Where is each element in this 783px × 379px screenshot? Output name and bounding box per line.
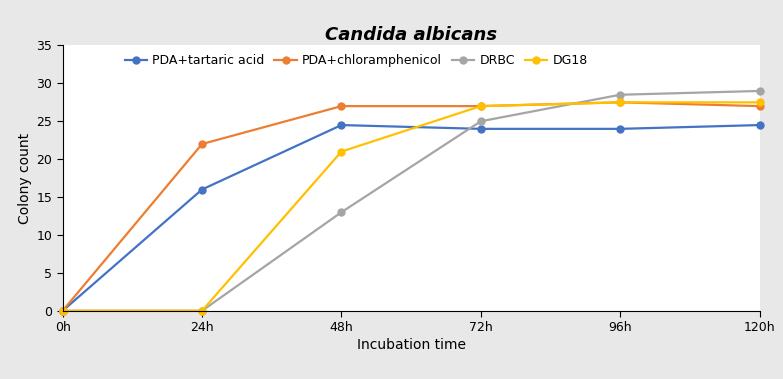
DRBC — [58, 309, 67, 313]
DRBC — [337, 210, 346, 215]
PDA+chloramphenicol — [337, 104, 346, 108]
PDA+chloramphenicol — [755, 104, 764, 108]
PDA+chloramphenicol — [197, 142, 207, 146]
PDA+tartaric acid — [58, 309, 67, 313]
DRBC — [197, 309, 207, 313]
Title: Candida albicans: Candida albicans — [325, 26, 497, 44]
DG18 — [58, 309, 67, 313]
Legend: PDA+tartaric acid, PDA+chloramphenicol, DRBC, DG18: PDA+tartaric acid, PDA+chloramphenicol, … — [124, 54, 587, 67]
X-axis label: Incubation time: Incubation time — [356, 338, 466, 352]
DRBC — [755, 89, 764, 93]
DRBC — [615, 92, 625, 97]
Line: PDA+chloramphenicol: PDA+chloramphenicol — [60, 99, 763, 314]
PDA+tartaric acid — [755, 123, 764, 127]
PDA+chloramphenicol — [615, 100, 625, 105]
DG18 — [755, 100, 764, 105]
DG18 — [476, 104, 485, 108]
DRBC — [476, 119, 485, 124]
PDA+tartaric acid — [615, 127, 625, 131]
Line: DG18: DG18 — [60, 99, 763, 314]
PDA+tartaric acid — [476, 127, 485, 131]
DG18 — [197, 309, 207, 313]
DG18 — [337, 149, 346, 154]
PDA+tartaric acid — [197, 187, 207, 192]
PDA+chloramphenicol — [476, 104, 485, 108]
Line: DRBC: DRBC — [60, 88, 763, 314]
PDA+chloramphenicol — [58, 309, 67, 313]
PDA+tartaric acid — [337, 123, 346, 127]
DG18 — [615, 100, 625, 105]
Line: PDA+tartaric acid: PDA+tartaric acid — [60, 122, 763, 314]
Y-axis label: Colony count: Colony count — [18, 133, 32, 224]
